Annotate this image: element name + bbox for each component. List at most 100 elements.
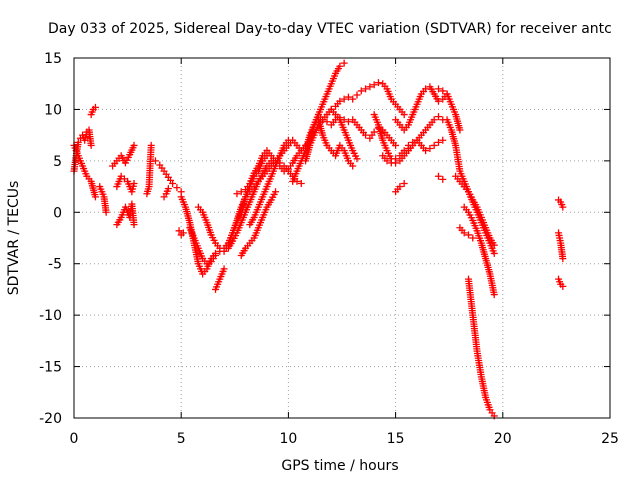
data-point xyxy=(439,87,447,95)
data-point xyxy=(169,179,177,187)
x-tick-label: 25 xyxy=(601,431,619,447)
data-point xyxy=(426,145,434,153)
data-point xyxy=(490,241,498,249)
data-point xyxy=(400,179,408,187)
series-arc-b xyxy=(70,126,95,175)
data-point xyxy=(383,157,391,165)
data-point xyxy=(430,116,438,124)
data-point xyxy=(323,118,331,126)
data-point xyxy=(404,141,412,149)
series-arc-w xyxy=(314,116,357,170)
data-point xyxy=(392,141,400,149)
data-point xyxy=(439,175,447,183)
data-point xyxy=(370,128,378,136)
series-arc-ab xyxy=(392,179,408,196)
data-point xyxy=(366,83,374,91)
y-tick-label: -5 xyxy=(48,257,62,273)
data-point xyxy=(400,111,408,119)
data-point xyxy=(434,172,442,180)
y-tick-label: 10 xyxy=(44,102,62,118)
data-point xyxy=(91,103,99,111)
series-arc-q xyxy=(233,147,305,198)
series-arc-e xyxy=(113,200,138,229)
series-arc-af xyxy=(452,172,498,249)
data-point xyxy=(216,244,224,252)
data-point xyxy=(396,183,404,191)
series-arc-ah xyxy=(456,224,477,242)
data-point xyxy=(130,221,138,229)
y-tick-label: -10 xyxy=(39,308,62,324)
data-point xyxy=(559,282,567,290)
data-point xyxy=(490,291,498,299)
x-tick-label: 20 xyxy=(494,431,512,447)
data-point xyxy=(400,147,408,155)
series-arc-ac xyxy=(404,136,447,155)
data-point xyxy=(559,255,567,263)
series-arc-r xyxy=(246,136,292,229)
data-point xyxy=(434,97,442,105)
data-point xyxy=(456,126,464,134)
series-arc-d xyxy=(96,183,110,216)
grid-lines xyxy=(74,58,610,418)
x-tick-label: 10 xyxy=(279,431,297,447)
data-point xyxy=(353,91,361,99)
data-point xyxy=(353,155,361,163)
x-tick-label: 5 xyxy=(177,431,186,447)
data-point xyxy=(151,157,159,165)
series-arc-ad xyxy=(434,85,464,134)
data-point xyxy=(357,87,365,95)
data-point xyxy=(87,141,95,149)
data-point xyxy=(422,147,430,155)
series-arc-am xyxy=(555,275,567,290)
y-axis-title: SDTVAR / TECUs xyxy=(6,181,22,296)
data-point xyxy=(336,62,344,70)
series-arc-h xyxy=(143,141,155,198)
data-point xyxy=(434,85,442,93)
series-arc-o xyxy=(212,265,228,293)
y-tick-label: -15 xyxy=(39,360,62,376)
series-arc-c xyxy=(87,103,99,119)
data-point xyxy=(173,184,181,192)
data-point xyxy=(175,227,183,235)
data-point xyxy=(370,81,378,89)
data-point xyxy=(392,155,400,163)
data-point xyxy=(220,265,228,273)
series-arc-f xyxy=(109,141,138,170)
data-point xyxy=(460,229,468,237)
series-arc-j xyxy=(160,185,172,201)
x-tick-label: 15 xyxy=(387,431,405,447)
data-point xyxy=(344,93,352,101)
y-tick-label: 5 xyxy=(53,154,62,170)
series-arc-aa xyxy=(379,145,412,167)
data-point xyxy=(147,141,155,149)
series-arc-s xyxy=(237,188,280,259)
data-point xyxy=(464,231,472,239)
plot-frame xyxy=(73,57,611,419)
data-point xyxy=(434,113,442,121)
x-axis-title: GPS time / hours xyxy=(281,458,398,474)
data-point xyxy=(203,260,211,268)
data-point xyxy=(374,79,382,87)
series-arc-k xyxy=(175,227,187,239)
data-point xyxy=(362,131,370,139)
data-point xyxy=(409,138,417,146)
series-arc-al xyxy=(555,229,567,263)
data-point xyxy=(233,190,241,198)
data-point xyxy=(344,118,352,126)
data-point xyxy=(387,159,395,167)
data-point xyxy=(284,136,292,144)
data-point xyxy=(490,249,498,257)
y-tick-label: 0 xyxy=(53,205,62,221)
data-point xyxy=(336,97,344,105)
y-tick-label: -20 xyxy=(39,411,62,427)
series-arc-z xyxy=(392,83,451,134)
data-point xyxy=(430,141,438,149)
data-point xyxy=(130,141,138,149)
data-points xyxy=(70,59,567,420)
data-point xyxy=(559,203,567,211)
series-arc-aj xyxy=(434,172,447,183)
series-arc-i xyxy=(151,157,185,196)
data-point xyxy=(237,188,245,196)
data-point xyxy=(362,85,370,93)
